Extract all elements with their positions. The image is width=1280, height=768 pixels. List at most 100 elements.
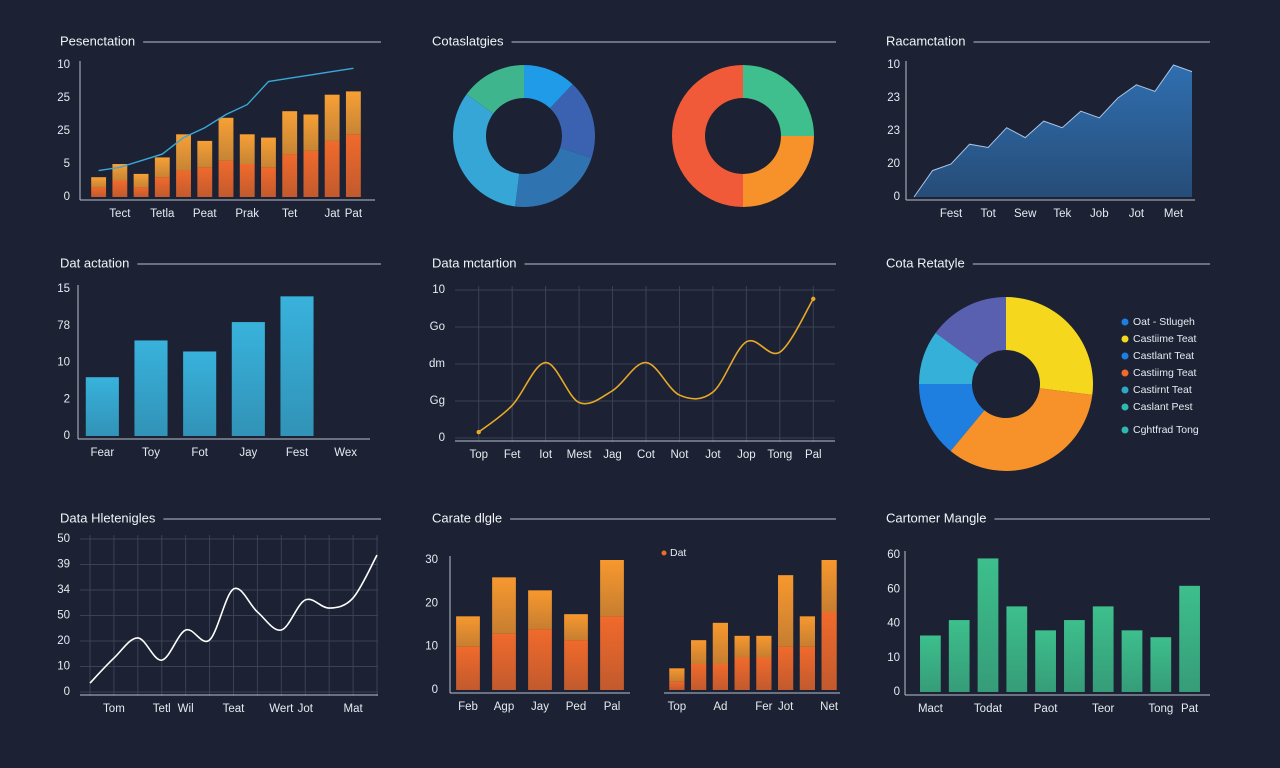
- legend-label: Castiime Teat: [1133, 333, 1196, 345]
- x-tick-label: Jot: [1129, 208, 1145, 220]
- x-tick-label: Mat: [343, 703, 363, 715]
- legend-label: Castlant Teat: [1133, 350, 1194, 362]
- line: [89, 554, 378, 684]
- bar: [282, 154, 298, 197]
- bar: [456, 646, 480, 690]
- x-tick-label: Mact: [918, 703, 944, 715]
- y-tick-label: 10: [425, 641, 438, 653]
- bar: [799, 616, 815, 647]
- x-tick-label: Pat: [1181, 703, 1199, 715]
- bar: [176, 170, 191, 197]
- x-tick-label: Pal: [805, 449, 822, 461]
- x-tick-label: Jat: [324, 208, 340, 220]
- donut-segment: [743, 136, 814, 207]
- bar: [261, 167, 276, 197]
- y-tick-label: 20: [425, 597, 438, 609]
- bar: [261, 137, 276, 168]
- bar: [197, 140, 213, 168]
- bar: [134, 340, 168, 436]
- x-tick-label: Jag: [603, 449, 622, 461]
- x-tick-label: Tom: [103, 703, 125, 715]
- x-tick-label: Iot: [539, 449, 553, 461]
- bar: [218, 160, 234, 197]
- legend-label: Oat - Stlugeh: [1133, 316, 1195, 328]
- x-tick-label: Fest: [286, 447, 309, 459]
- x-tick-label: Not: [671, 449, 690, 461]
- bar: [712, 622, 728, 664]
- bar: [112, 164, 128, 181]
- bar: [756, 635, 772, 658]
- x-tick-label: Fet: [504, 449, 521, 461]
- x-tick-label: Teor: [1092, 703, 1115, 715]
- x-tick-label: Mest: [567, 449, 593, 461]
- y-tick-label: Go: [430, 321, 445, 333]
- donut-segment: [524, 65, 573, 109]
- x-tick-label: Tetl: [153, 703, 171, 715]
- bar: [183, 351, 217, 436]
- panel-title: Dat actation: [60, 255, 129, 270]
- bar: [778, 575, 794, 647]
- x-tick-label: Jot: [298, 703, 314, 715]
- x-tick-label: Wil: [178, 703, 194, 715]
- bar: [280, 296, 314, 436]
- x-tick-label: Top: [469, 449, 488, 461]
- x-tick-label: Jay: [239, 447, 257, 459]
- panel-title: Cota Retatyle: [886, 255, 965, 270]
- bar: [1035, 630, 1056, 692]
- donut-segment: [550, 84, 595, 158]
- donut-segment: [672, 65, 743, 207]
- x-tick-label: Tong: [1148, 703, 1173, 715]
- bar: [133, 187, 149, 197]
- y-tick-label: 0: [439, 432, 445, 444]
- bar: [1092, 606, 1114, 692]
- bar: [528, 629, 552, 690]
- x-tick-label: Fot: [191, 447, 208, 459]
- x-tick-label: Tet: [282, 208, 298, 220]
- panel-title: Pesenctation: [60, 33, 135, 48]
- line: [478, 298, 814, 433]
- y-tick-label: 15: [57, 283, 70, 295]
- y-tick-label: 10: [57, 661, 70, 673]
- donut-segment: [453, 94, 520, 207]
- bar: [948, 620, 970, 692]
- x-tick-label: Job: [1090, 208, 1109, 220]
- donut-segment: [515, 147, 592, 207]
- y-tick-label: 0: [64, 686, 70, 698]
- bar: [564, 614, 588, 641]
- panel-title: Carate dlgle: [432, 510, 502, 525]
- x-tick-label: Ped: [566, 701, 586, 713]
- bar: [303, 114, 319, 151]
- y-tick-label: 20: [887, 158, 900, 170]
- x-tick-label: Tetla: [150, 208, 175, 220]
- donut-segment: [466, 65, 524, 114]
- y-tick-label: 23: [887, 92, 900, 104]
- bar: [133, 173, 149, 188]
- legend-label: Caslant Pest: [1133, 401, 1193, 413]
- bar: [303, 150, 319, 197]
- y-tick-label: 0: [64, 191, 70, 203]
- panel-title: Data mctartion: [432, 255, 517, 270]
- x-tick-label: Jop: [737, 449, 756, 461]
- bar: [1006, 606, 1028, 692]
- y-tick-label: 34: [57, 584, 70, 596]
- legend-swatch: [1121, 403, 1129, 411]
- x-tick-label: Toy: [142, 447, 160, 459]
- x-tick-label: Peat: [193, 208, 217, 220]
- area-edge: [913, 64, 1193, 198]
- x-tick-label: Pat: [345, 208, 363, 220]
- y-tick-label: 60: [887, 583, 900, 595]
- x-tick-label: Agp: [494, 701, 514, 713]
- line: [98, 67, 354, 172]
- y-tick-label: 25: [57, 125, 70, 137]
- x-tick-label: Net: [820, 701, 839, 713]
- x-tick-label: Todat: [974, 703, 1003, 715]
- panel-title: Racamctation: [886, 33, 965, 48]
- y-tick-label: 2: [64, 393, 70, 405]
- bar: [712, 664, 728, 690]
- bar: [691, 664, 707, 690]
- donut-segment: [919, 384, 985, 452]
- y-tick-label: 50: [57, 610, 70, 622]
- bar: [920, 635, 941, 692]
- bar: [231, 322, 265, 436]
- panel-title: Cotaslatgies: [432, 33, 504, 48]
